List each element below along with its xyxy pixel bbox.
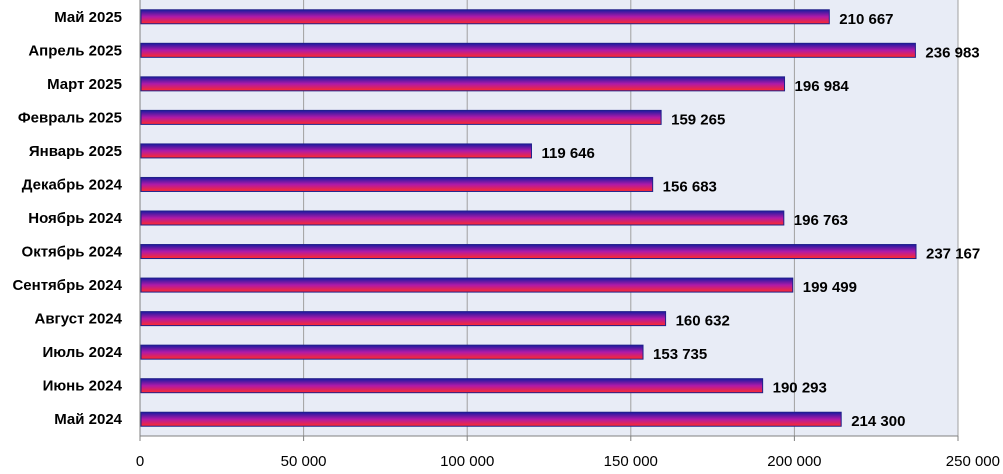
value-labels: 214 300 190 293 153 735 160 632 199 499 237 1…	[541, 11, 980, 430]
category-labels: Май 2024 Июнь 2024 Июль 2024 Август 2024 Сен…	[12, 9, 122, 428]
x-tick-label: 250 000	[946, 453, 1000, 470]
value-label: 159 265	[671, 111, 725, 128]
category-label: Июнь 2024	[43, 378, 123, 395]
value-label: 199 499	[803, 279, 857, 296]
category-label: Июль 2024	[42, 344, 122, 361]
bar	[140, 42, 916, 58]
category-label: Январь 2025	[29, 143, 122, 160]
bar	[140, 378, 764, 394]
category-label: Август 2024	[35, 311, 123, 328]
value-label: 160 632	[676, 313, 730, 330]
x-tick-label: 100 000	[440, 453, 494, 470]
category-label: Март 2025	[47, 76, 122, 93]
value-label: 119 646	[541, 145, 594, 162]
category-label: Сентябрь 2024	[12, 277, 122, 294]
value-label: 236 983	[925, 44, 979, 61]
bar	[140, 210, 785, 226]
x-tick-label: 50 000	[281, 453, 327, 470]
category-label: Февраль 2025	[18, 109, 122, 126]
x-tick-label: 150 000	[604, 453, 658, 470]
value-label: 210 667	[839, 11, 893, 28]
value-label: 196 763	[794, 212, 848, 229]
x-tick-label: 200 000	[767, 453, 821, 470]
value-label: 237 167	[926, 246, 980, 263]
x-axis-ticks: 0 50 000 100 000 150 000 200 000 250 000	[136, 436, 1000, 470]
category-label: Декабрь 2024	[22, 176, 123, 193]
category-label: Ноябрь 2024	[28, 210, 122, 227]
bar	[140, 109, 662, 125]
value-label: 214 300	[851, 413, 905, 430]
value-label: 153 735	[653, 346, 707, 363]
value-label: 190 293	[773, 380, 827, 397]
category-label: Апрель 2025	[28, 42, 122, 59]
category-label: Май 2025	[54, 9, 122, 26]
bar	[140, 176, 654, 192]
category-label: Май 2024	[54, 411, 122, 428]
x-tick-label: 0	[136, 453, 144, 470]
value-label: 156 683	[663, 178, 717, 195]
bar	[140, 244, 917, 260]
bar	[140, 277, 794, 293]
bar	[140, 9, 830, 25]
category-label: Октябрь 2024	[22, 244, 123, 261]
value-label: 196 984	[795, 78, 850, 95]
bar	[140, 344, 644, 360]
bar	[140, 143, 532, 159]
bars	[140, 9, 917, 427]
bar	[140, 76, 786, 92]
bar	[140, 411, 842, 427]
bar	[140, 311, 667, 327]
